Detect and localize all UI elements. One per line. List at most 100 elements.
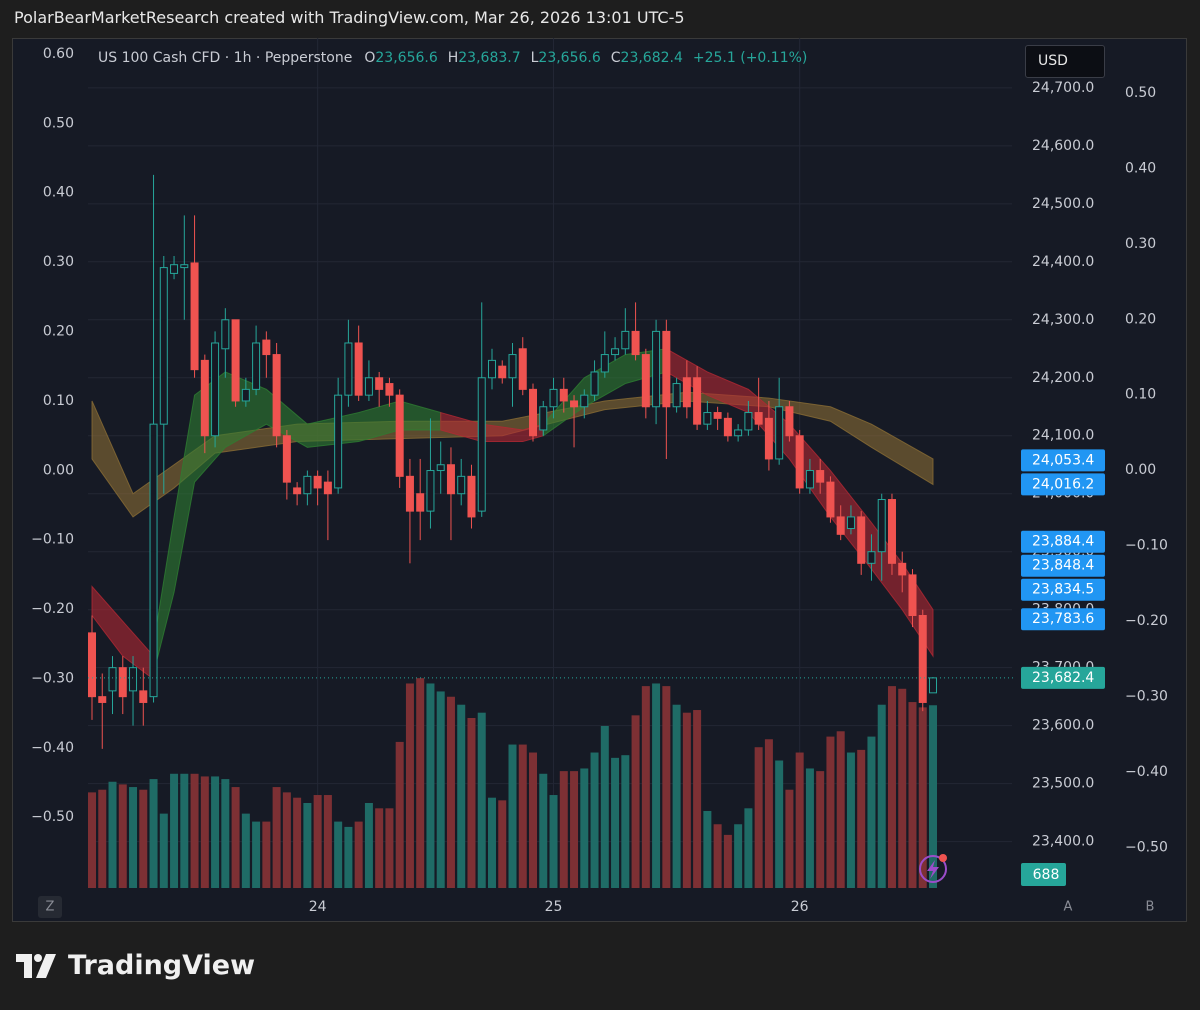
- price-label: 23,884.4: [1032, 534, 1094, 550]
- candle-body: [405, 475, 414, 512]
- volume-bar: [898, 688, 907, 888]
- candle-body: [467, 475, 476, 518]
- scale-button[interactable]: Z: [46, 900, 55, 915]
- volume-bar: [129, 787, 138, 888]
- y-tick-label: 23,400.0: [1032, 834, 1094, 850]
- candle-body: [898, 562, 907, 576]
- y2-tick-label: 0.40: [43, 185, 74, 201]
- price-label-bg: [1021, 530, 1105, 553]
- candle-body: [436, 464, 445, 472]
- candle-body: [857, 516, 866, 564]
- volume-bar: [672, 704, 681, 888]
- y3-tick-label: −0.50: [1125, 839, 1168, 855]
- y3-tick-label: 0.40: [1125, 160, 1156, 176]
- legend-value: 23,683.7: [458, 50, 521, 66]
- scale-button[interactable]: B: [1146, 900, 1155, 915]
- y3-tick-label: −0.10: [1125, 538, 1168, 554]
- price-label: 23,783.6: [1032, 611, 1094, 627]
- candle-body: [344, 342, 353, 396]
- candle-body: [498, 365, 507, 379]
- y-tick-label: 24,500.0: [1032, 196, 1094, 212]
- candle-body: [129, 667, 138, 692]
- volume-bar: [139, 789, 148, 888]
- candle-body: [877, 499, 886, 553]
- candle-body: [477, 377, 486, 512]
- y2-tick-label: −0.10: [31, 532, 74, 548]
- volume-bar: [200, 776, 209, 888]
- candle-body: [252, 342, 261, 390]
- volume-bar: [426, 683, 435, 888]
- volume-bar: [149, 779, 158, 888]
- x-tick-label: 25: [545, 899, 563, 915]
- volume-bar: [170, 773, 179, 888]
- volume-bar: [395, 741, 404, 888]
- volume-bar: [98, 789, 107, 888]
- volume-bar: [108, 781, 117, 888]
- candle-body: [200, 359, 209, 437]
- volume-bar: [282, 792, 291, 888]
- candle-body: [703, 412, 712, 425]
- volume-bar: [826, 736, 835, 888]
- candle-body: [652, 330, 661, 408]
- candle-body: [621, 330, 630, 350]
- volume-bar: [877, 704, 886, 888]
- y-tick-label: 24,200.0: [1032, 370, 1094, 386]
- y2-tick-label: −0.50: [31, 809, 74, 825]
- volume-label-bg: [1021, 863, 1066, 886]
- candle-body: [734, 429, 743, 437]
- volume-bar: [867, 736, 876, 888]
- button-bg[interactable]: [38, 896, 62, 918]
- y3-tick-label: 0.50: [1125, 85, 1156, 101]
- volume-bar: [221, 779, 230, 888]
- y2-tick-label: −0.40: [31, 740, 74, 756]
- price-label-bg: [1021, 666, 1105, 689]
- candle-body: [764, 417, 773, 460]
- candle-body: [570, 400, 579, 408]
- volume-bar: [467, 718, 476, 888]
- volume-bar: [405, 683, 414, 888]
- y3-tick-label: −0.20: [1125, 613, 1168, 629]
- candle-body: [508, 354, 517, 379]
- y3-tick-label: 0.10: [1125, 387, 1156, 403]
- volume-bar: [385, 808, 394, 888]
- y-tick-label: 24,700.0: [1032, 80, 1094, 96]
- volume-bar: [631, 715, 640, 888]
- candle-body: [139, 690, 148, 703]
- candle-body: [713, 412, 722, 419]
- candle-body: [457, 475, 466, 495]
- header: PolarBearMarketResearch created with Tra…: [14, 8, 685, 27]
- volume-bar: [159, 813, 168, 888]
- volume-bar: [88, 792, 96, 888]
- y-tick-label: 23,500.0: [1032, 776, 1094, 792]
- candle-body: [816, 470, 825, 483]
- price-label: 23,834.5: [1032, 582, 1094, 598]
- candle-body: [641, 354, 650, 408]
- brand-name: TradingView: [68, 950, 256, 981]
- volume-bar: [713, 824, 722, 888]
- candle-body: [272, 354, 281, 437]
- candle-body: [518, 348, 527, 390]
- candle-body: [805, 470, 814, 489]
- volume-bar: [498, 800, 507, 888]
- volume-bar: [887, 686, 896, 888]
- candle-body: [416, 493, 425, 512]
- candle-body: [580, 394, 589, 408]
- candle-body: [108, 667, 117, 692]
- alert-icon[interactable]: [919, 854, 947, 883]
- scale-button[interactable]: A: [1064, 900, 1073, 915]
- volume-bar: [723, 834, 732, 888]
- y-tick-label: 24,100.0: [1032, 428, 1094, 444]
- currency-button[interactable]: USD: [1025, 45, 1105, 78]
- candle-body: [231, 319, 240, 402]
- volume-bar: [775, 760, 784, 888]
- volume-bar: [857, 749, 866, 888]
- candle-body: [744, 412, 753, 431]
- candle-body: [672, 383, 681, 408]
- chart-panel: [12, 38, 1187, 922]
- volume-bar: [231, 787, 240, 888]
- volume-bar: [529, 752, 538, 888]
- volume-bar: [744, 808, 753, 888]
- candle-body: [590, 371, 599, 396]
- candle-body: [918, 614, 927, 703]
- candle-body: [149, 423, 158, 698]
